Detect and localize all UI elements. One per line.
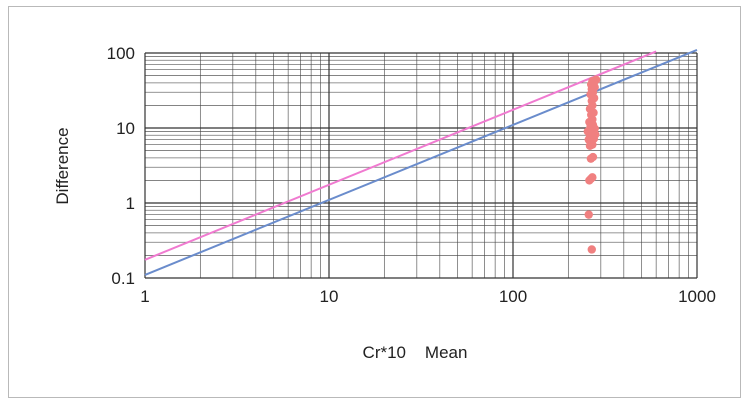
- x-tick-label: 1000: [678, 287, 716, 306]
- x-tick-label: 10: [320, 287, 339, 306]
- major-gridlines: [144, 52, 698, 279]
- data-point: [588, 173, 597, 182]
- data-point: [587, 245, 596, 254]
- data-points: [583, 75, 601, 254]
- reference-line-1: [144, 48, 698, 276]
- data-point: [591, 75, 601, 84]
- y-tick-label: 10: [116, 119, 135, 138]
- y-tick-label: 100: [107, 44, 135, 63]
- minor-gridlines: [145, 53, 697, 278]
- x-tick-label: 1: [140, 287, 149, 306]
- reference-line-2: [144, 50, 657, 261]
- data-point: [584, 210, 593, 219]
- data-point: [588, 152, 598, 162]
- y-axis-title: Difference: [53, 127, 72, 204]
- tick-labels: 1 10 100 1000 0.1 1 10 100: [107, 44, 716, 306]
- y-tick-label: 1: [126, 194, 135, 213]
- x-tick-label: 100: [499, 287, 527, 306]
- plot-area: [145, 53, 697, 278]
- y-tick-label: 0.1: [111, 269, 135, 288]
- x-axis-title: Cr*10 Mean: [363, 343, 468, 362]
- reference-lines: [144, 48, 698, 276]
